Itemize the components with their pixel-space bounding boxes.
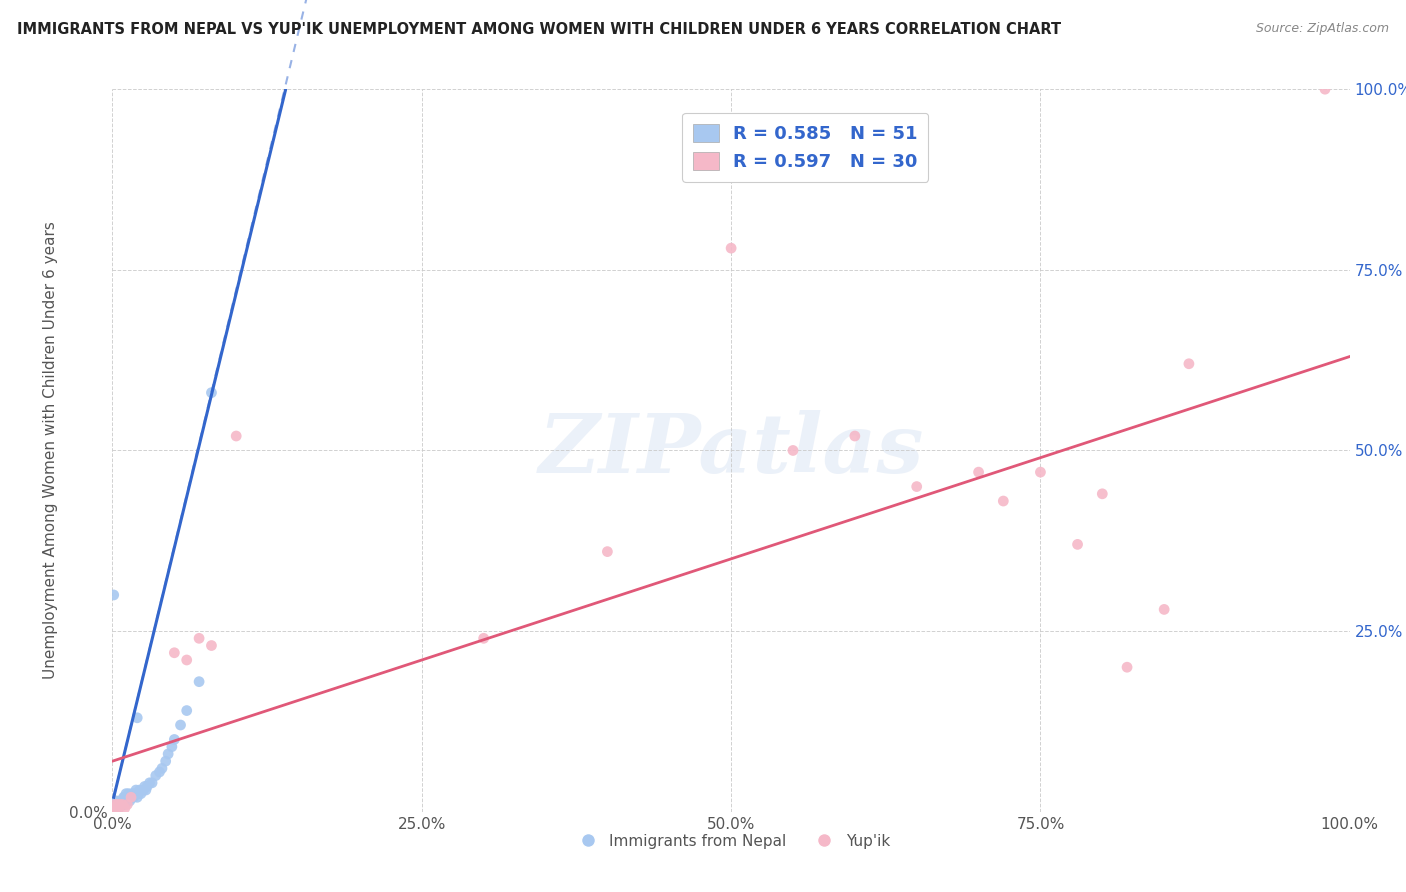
Point bbox=[225, 429, 247, 443]
Point bbox=[107, 797, 129, 812]
Point bbox=[1091, 487, 1114, 501]
Point bbox=[1153, 602, 1175, 616]
Point bbox=[148, 764, 170, 779]
Point bbox=[169, 718, 191, 732]
Point bbox=[107, 801, 129, 815]
Point bbox=[108, 797, 131, 812]
Point bbox=[110, 797, 132, 812]
Point bbox=[103, 588, 125, 602]
Point bbox=[129, 787, 152, 801]
Point bbox=[111, 797, 134, 812]
Point bbox=[1029, 465, 1052, 479]
Point bbox=[107, 801, 129, 815]
Point bbox=[117, 794, 139, 808]
Point bbox=[105, 794, 128, 808]
Y-axis label: Unemployment Among Women with Children Under 6 years: Unemployment Among Women with Children U… bbox=[42, 221, 58, 680]
Point bbox=[107, 801, 129, 815]
Point bbox=[127, 790, 149, 805]
Point bbox=[105, 801, 128, 815]
Legend: Immigrants from Nepal, Yup'ik: Immigrants from Nepal, Yup'ik bbox=[567, 828, 896, 855]
Point bbox=[188, 632, 211, 646]
Point bbox=[720, 241, 742, 255]
Point bbox=[124, 787, 146, 801]
Point bbox=[108, 794, 131, 808]
Point bbox=[114, 790, 136, 805]
Text: IMMIGRANTS FROM NEPAL VS YUP'IK UNEMPLOYMENT AMONG WOMEN WITH CHILDREN UNDER 6 Y: IMMIGRANTS FROM NEPAL VS YUP'IK UNEMPLOY… bbox=[17, 22, 1062, 37]
Point bbox=[103, 801, 125, 815]
Point bbox=[117, 790, 139, 805]
Point bbox=[118, 794, 141, 808]
Point bbox=[114, 797, 136, 812]
Point bbox=[127, 711, 149, 725]
Point bbox=[1116, 660, 1139, 674]
Point bbox=[138, 776, 160, 790]
Point bbox=[104, 797, 127, 812]
Point bbox=[132, 783, 155, 797]
Point bbox=[117, 787, 139, 801]
Point bbox=[141, 776, 163, 790]
Point bbox=[135, 783, 157, 797]
Point bbox=[188, 674, 211, 689]
Point bbox=[1313, 82, 1336, 96]
Point bbox=[111, 797, 134, 812]
Point bbox=[136, 780, 159, 794]
Point bbox=[150, 761, 173, 775]
Point bbox=[114, 801, 136, 815]
Point bbox=[1178, 357, 1201, 371]
Point bbox=[596, 544, 619, 558]
Point bbox=[176, 704, 198, 718]
Point bbox=[111, 794, 134, 808]
Point bbox=[107, 797, 129, 812]
Point bbox=[104, 797, 127, 812]
Point bbox=[125, 783, 148, 797]
Point bbox=[117, 797, 139, 812]
Point bbox=[110, 794, 132, 808]
Point bbox=[120, 790, 142, 805]
Point bbox=[134, 780, 156, 794]
Point bbox=[967, 465, 990, 479]
Point bbox=[176, 653, 198, 667]
Point bbox=[108, 797, 131, 812]
Point bbox=[905, 480, 928, 494]
Point bbox=[1066, 537, 1088, 551]
Point bbox=[200, 385, 222, 400]
Point bbox=[127, 787, 149, 801]
Point bbox=[200, 639, 222, 653]
Point bbox=[104, 801, 127, 815]
Point bbox=[122, 790, 145, 805]
Point bbox=[120, 790, 142, 805]
Point bbox=[157, 747, 180, 761]
Point bbox=[844, 429, 866, 443]
Text: ZIPatlas: ZIPatlas bbox=[538, 410, 924, 491]
Point bbox=[105, 797, 128, 812]
Point bbox=[115, 787, 138, 801]
Point bbox=[107, 797, 129, 812]
Point bbox=[103, 801, 125, 815]
Point bbox=[993, 494, 1015, 508]
Text: Source: ZipAtlas.com: Source: ZipAtlas.com bbox=[1256, 22, 1389, 36]
Point bbox=[782, 443, 804, 458]
Point bbox=[472, 632, 495, 646]
Point bbox=[145, 769, 167, 783]
Point bbox=[155, 754, 177, 768]
Point bbox=[163, 646, 186, 660]
Point bbox=[163, 732, 186, 747]
Point bbox=[128, 783, 150, 797]
Point bbox=[160, 739, 183, 754]
Point bbox=[121, 787, 143, 801]
Point bbox=[112, 790, 135, 805]
